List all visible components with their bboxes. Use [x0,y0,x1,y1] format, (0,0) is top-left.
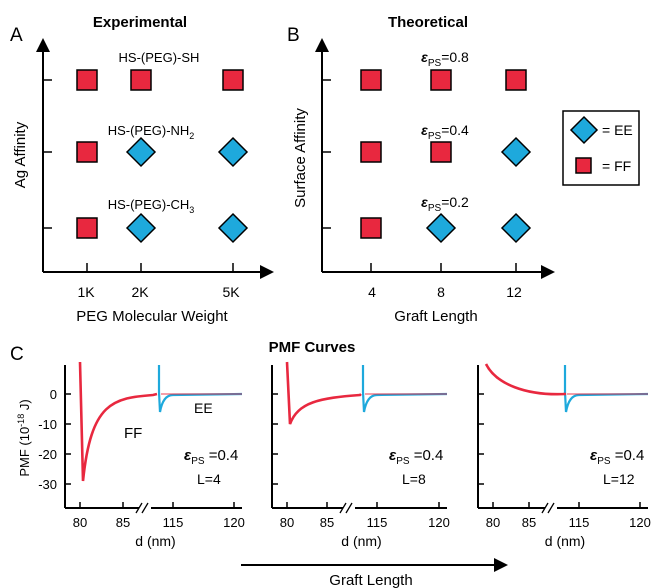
legend: = EE = FF [562,110,640,186]
panel-a-row-label-nh2: HS-(PEG)-NH2 [108,123,195,141]
panel-a-title: Experimental [93,14,187,31]
ff-curve [285,361,362,425]
panel-a-xlabel: PEG Molecular Weight [76,308,228,325]
panel-c-ylabel: PMF (10-18 J) [16,399,32,476]
ee-series-label: EE [194,400,213,416]
pmf-x-tick-label: 85 [116,515,130,530]
ee-curve [563,365,649,413]
legend-ee-marker [569,115,599,145]
panel-a-marker-r0-c0-ff [76,69,98,91]
panel-a-row-label-ch3: HS-(PEG)-CH3 [108,197,195,215]
panel-c-letter: C [10,344,24,365]
pmf-eps-label: εPS =0.4 [184,447,238,467]
pmf-y-tick-label: -20 [38,447,57,462]
axis-break-mark [541,502,555,514]
panel-b-markers [360,69,532,244]
panel-a-markers [76,69,249,244]
graft-length-arrow [241,558,508,572]
legend-ff-marker [575,157,592,174]
pmf-x-tick-label: 120 [629,515,651,530]
panel-b-marker-r1-c1-ff [430,141,452,163]
panel-b-title: Theoretical [388,14,468,31]
legend-ff-label: = FF [602,158,631,174]
ff-curve [484,363,567,396]
pmf-eps-label: εPS =0.4 [590,447,644,467]
panel-a-marker-r0-c1-ff [130,69,152,91]
pmf-plot-1: 0 -10 -20 -30 80 85 115 120 d (nm) εPS =0.4 L=4 [38,361,245,549]
panel-a-marker-r2-c1-ee [125,212,157,244]
pmf-plot-3: 80 85 115 120 d (nm) εPS =0.4 L=12 [477,363,651,549]
panel-b-xtick-8: 8 [437,284,445,300]
panel-a-marker-r2-c2-ee [217,212,249,244]
pmf-L-label: L=4 [197,471,221,487]
panel-b-marker-r1-c2-ee [500,136,532,168]
panel-b-row-label-02: εPS=0.2 [421,194,469,214]
pmf-x-tick-label: 85 [522,515,536,530]
ff-curve [78,361,158,482]
panel-b-ylabel: Surface Affinity [292,108,309,208]
panel-a-xtick-5k: 5K [222,284,240,300]
panel-b-marker-r1-c0-ff [360,141,382,163]
pmf-L-label: L=8 [402,471,426,487]
pmf-x-label: d (nm) [135,533,175,549]
pmf-x-label: d (nm) [545,533,585,549]
panel-b-marker-r2-c0-ff [360,217,382,239]
panel-a-marker-r2-c0-ff [76,217,98,239]
panel-a-ylabel: Ag Affinity [12,121,29,188]
panel-b-xtick-12: 12 [506,284,522,300]
axis-break-mark [339,502,353,514]
ee-curve [157,365,243,413]
panel-b-xlabel: Graft Length [394,308,477,325]
pmf-x-tick-label: 120 [428,515,450,530]
panel-a-marker-r1-c0-ff [76,141,98,163]
pmf-x-tick-label: 80 [73,515,87,530]
graft-length-label: Graft Length [329,572,412,588]
pmf-y-tick-label: -30 [38,477,57,492]
pmf-x-tick-label: 80 [280,515,294,530]
panel-b-xtick-4: 4 [368,284,376,300]
panel-b-row-label-08: εPS=0.8 [421,49,469,69]
panel-b-axes [315,38,555,279]
pmf-x-tick-label: 115 [569,515,590,530]
panel-a-row-label-sh: HS-(PEG)-SH [119,50,200,65]
pmf-x-tick-label: 80 [486,515,500,530]
ee-curve [361,365,448,413]
pmf-y-tick-label: 0 [50,387,57,402]
panel-b-letter: B [287,25,300,46]
panel-b-marker-r0-c0-ff [360,69,382,91]
panel-b-marker-r0-c1-ff [430,69,452,91]
panel-a-xtick-2k: 2K [131,284,149,300]
panel-a-letter: A [10,25,23,46]
panel-b-marker-r0-c2-ff [505,69,527,91]
pmf-x-tick-label: 120 [223,515,245,530]
ff-series-label: FF [124,425,142,442]
pmf-x-tick-label: 85 [320,515,334,530]
panel-c-title: PMF Curves [269,339,356,356]
axis-break-mark [135,502,149,514]
panel-a-marker-r0-c2-ff [222,69,244,91]
legend-ee-label: = EE [602,122,633,138]
panel-b-marker-r2-c2-ee [500,212,532,244]
panel-a-axes [36,38,274,279]
panel-a-marker-r1-c2-ee [217,136,249,168]
panel-b-marker-r2-c1-ee [425,212,457,244]
panel-a-xtick-1k: 1K [77,284,95,300]
pmf-x-tick-label: 115 [163,515,184,530]
panel-a-marker-r1-c1-ee [125,136,157,168]
pmf-y-tick-label: -10 [38,417,57,432]
pmf-x-tick-label: 115 [367,515,388,530]
pmf-x-label: d (nm) [341,533,381,549]
pmf-plot-2: 80 85 115 120 d (nm) εPS =0.4 L=8 [271,361,450,549]
pmf-L-label: L=12 [603,471,635,487]
pmf-eps-label: εPS =0.4 [389,447,443,467]
panel-b-row-label-04: εPS=0.4 [421,122,469,142]
